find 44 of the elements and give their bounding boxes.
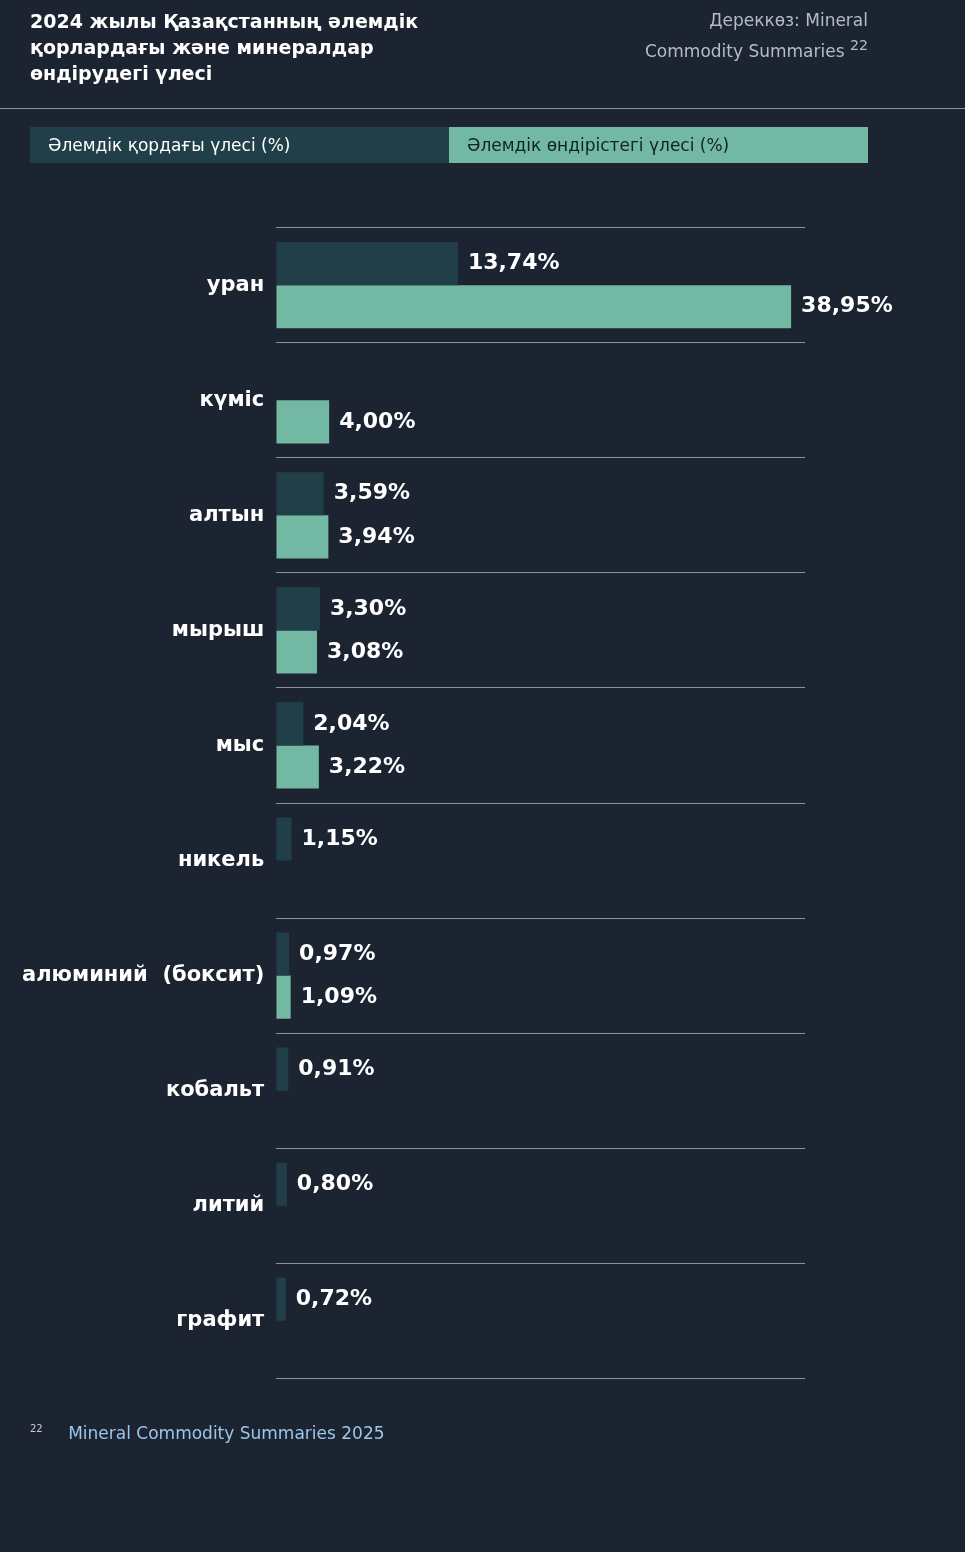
data-label: 3,08% [326,637,404,663]
chart-subtitle: Дереккөз: Mineral Commodity Summaries $^{22}$ [644,9,868,63]
data-label: 13,74% [467,249,560,275]
y-tick-label: графит [176,1307,266,1332]
data-label: 0,97% [299,939,376,965]
data-label: 1,15% [301,824,378,850]
data-label: 2,04% [313,709,390,735]
chart-title: 2024 жылы Қазақстанның әлемдік қорлардағы және минералдар өндірудегі үлесі [30,9,420,86]
y-tick-label: литий [192,1192,265,1217]
bar [276,745,319,789]
bar [276,1162,287,1206]
bar [276,285,792,329]
y-tick-label: никель [177,846,265,871]
y-tick-label: мыс [215,731,265,756]
y-tick-label: уран [206,271,265,296]
bar [276,1277,286,1321]
data-label: 3,22% [328,752,406,778]
y-tick-label: кобальт [165,1077,266,1102]
data-label: 3,94% [338,522,415,548]
bar [276,932,290,976]
bar [276,472,324,516]
data-label: 0,80% [296,1169,374,1195]
data-label: 1,09% [300,982,378,1008]
data-label: 3,30% [329,594,407,620]
text: Әлемдік қордағы үлесі (%) [30,127,449,163]
text: Әлемдік өндірістегі үлесі (%) [449,127,868,163]
data-label: 3,59% [333,479,411,505]
bar [276,817,292,861]
data-label: 4,00% [339,407,416,433]
bar [276,1047,289,1091]
bar [276,241,458,286]
bar [276,702,304,746]
data-label: 0,91% [298,1054,375,1080]
data-label: 0,72% [295,1285,373,1310]
y-tick-label: мырыш [171,616,265,641]
bar [276,400,330,444]
bar [276,515,329,559]
bar [276,975,291,1019]
bar [276,587,320,631]
bar [276,630,317,674]
y-tick-label: күміс [199,386,265,411]
y-tick-label: алтын [189,501,265,526]
data-label: 38,95% [801,292,893,318]
y-tick-label: алюминий (боксит) [22,962,265,987]
